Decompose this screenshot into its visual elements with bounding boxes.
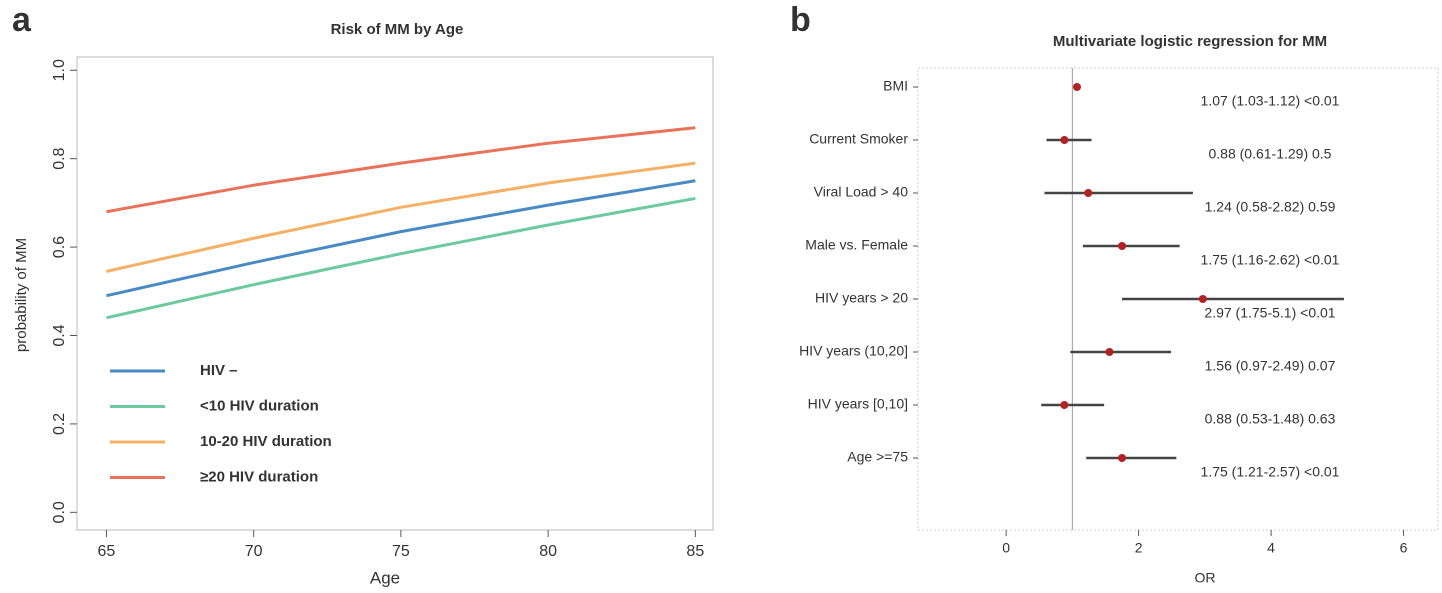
value-label: 0.88 (0.61-1.29) 0.5 — [1209, 146, 1332, 162]
legend-label: 10-20 HIV duration — [200, 433, 332, 450]
category-label: Viral Load > 40 — [814, 184, 909, 200]
point-estimate — [1118, 242, 1127, 250]
x-tick-label: 80 — [539, 543, 557, 560]
point-estimate — [1198, 295, 1207, 303]
x-tick-label: 6 — [1400, 540, 1408, 556]
x-tick-label: 0 — [1002, 540, 1010, 556]
y-tick-label: 0.6 — [51, 236, 68, 258]
y-axis-title: probability of MM — [13, 238, 30, 352]
plot-frame — [76, 56, 714, 531]
value-label: 1.75 (1.16-2.62) <0.01 — [1201, 252, 1340, 268]
y-tick-label: 0.4 — [51, 324, 68, 346]
y-tick-label: 1.0 — [51, 59, 68, 81]
category-label: HIV years > 20 — [815, 290, 908, 306]
x-axis-title: OR — [1195, 570, 1216, 586]
point-estimate — [1060, 401, 1069, 409]
line-series — [106, 196, 696, 320]
value-label: 0.88 (0.53-1.48) 0.63 — [1205, 411, 1336, 427]
value-label: 1.24 (0.58-2.82) 0.59 — [1205, 199, 1336, 215]
x-tick-label: 85 — [686, 543, 704, 560]
y-tick-label: 0.0 — [51, 501, 68, 523]
value-label: 2.97 (1.75-5.1) <0.01 — [1204, 305, 1335, 321]
legend-label: ≥20 HIV duration — [200, 468, 318, 485]
category-label: HIV years [0,10] — [808, 396, 908, 412]
point-estimate — [1084, 189, 1093, 197]
x-tick-label: 70 — [245, 543, 263, 560]
category-label: Current Smoker — [809, 131, 908, 147]
point-estimate — [1060, 136, 1069, 144]
x-tick-label: 2 — [1135, 540, 1143, 556]
panel-label: a — [12, 1, 32, 39]
x-tick-label: 75 — [392, 543, 410, 560]
panel-label: b — [790, 1, 811, 39]
x-tick-label: 4 — [1267, 540, 1275, 556]
x-axis-title: Age — [370, 568, 400, 587]
line-series — [106, 161, 696, 273]
y-tick-label: 0.8 — [51, 147, 68, 169]
chart-title: Risk of MM by Age — [331, 21, 464, 38]
legend-label: <10 HIV duration — [200, 397, 319, 414]
value-label: 1.07 (1.03-1.12) <0.01 — [1201, 93, 1340, 109]
chart-title: Multivariate logistic regression for MM — [1053, 33, 1327, 50]
value-label: 1.75 (1.21-2.57) <0.01 — [1201, 464, 1340, 480]
value-label: 1.56 (0.97-2.49) 0.07 — [1205, 358, 1336, 374]
category-label: BMI — [883, 78, 908, 94]
point-estimate — [1105, 348, 1114, 356]
point-estimate — [1118, 454, 1127, 462]
category-label: Male vs. Female — [805, 237, 908, 253]
y-tick-label: 0.2 — [51, 413, 68, 435]
line-series — [106, 179, 696, 298]
point-estimate — [1072, 83, 1081, 91]
x-tick-label: 65 — [98, 543, 116, 560]
legend-label: HIV – — [200, 362, 238, 379]
category-label: Age >=75 — [847, 449, 908, 465]
category-label: HIV years (10,20] — [799, 343, 908, 359]
line-series — [106, 126, 696, 214]
